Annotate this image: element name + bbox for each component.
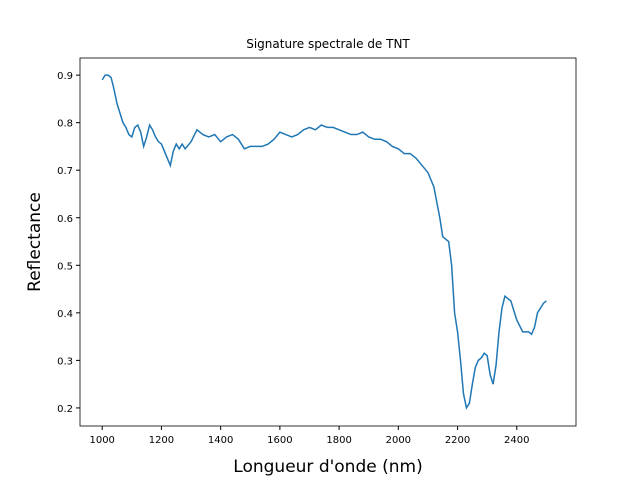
y-tick-label: 0.8 xyxy=(57,119,73,130)
x-tick-label: 1800 xyxy=(326,435,351,446)
x-tick-label: 1000 xyxy=(89,435,114,446)
plot-frame xyxy=(79,57,577,427)
x-axis-label: Longueur d'onde (nm) xyxy=(233,457,422,477)
x-tick-label: 1600 xyxy=(267,435,292,446)
y-tick-label: 0.7 xyxy=(57,166,73,177)
y-tick-label: 0.4 xyxy=(57,309,73,320)
x-tick-label: 2200 xyxy=(445,435,470,446)
y-tick-label: 0.6 xyxy=(57,214,73,225)
y-tick-label: 0.5 xyxy=(57,261,73,272)
chart-title: Signature spectrale de TNT xyxy=(246,37,410,51)
y-tick-label: 0.2 xyxy=(57,404,73,415)
x-tick-label: 1400 xyxy=(208,435,233,446)
x-tick-label: 2000 xyxy=(386,435,411,446)
y-tick-label: 0.9 xyxy=(57,71,73,82)
y-tick-label: 0.3 xyxy=(57,356,73,367)
data-line xyxy=(101,74,547,410)
x-tick-label: 2400 xyxy=(504,435,529,446)
x-tick-label: 1200 xyxy=(149,435,174,446)
y-axis-label: Reflectance xyxy=(25,192,45,292)
